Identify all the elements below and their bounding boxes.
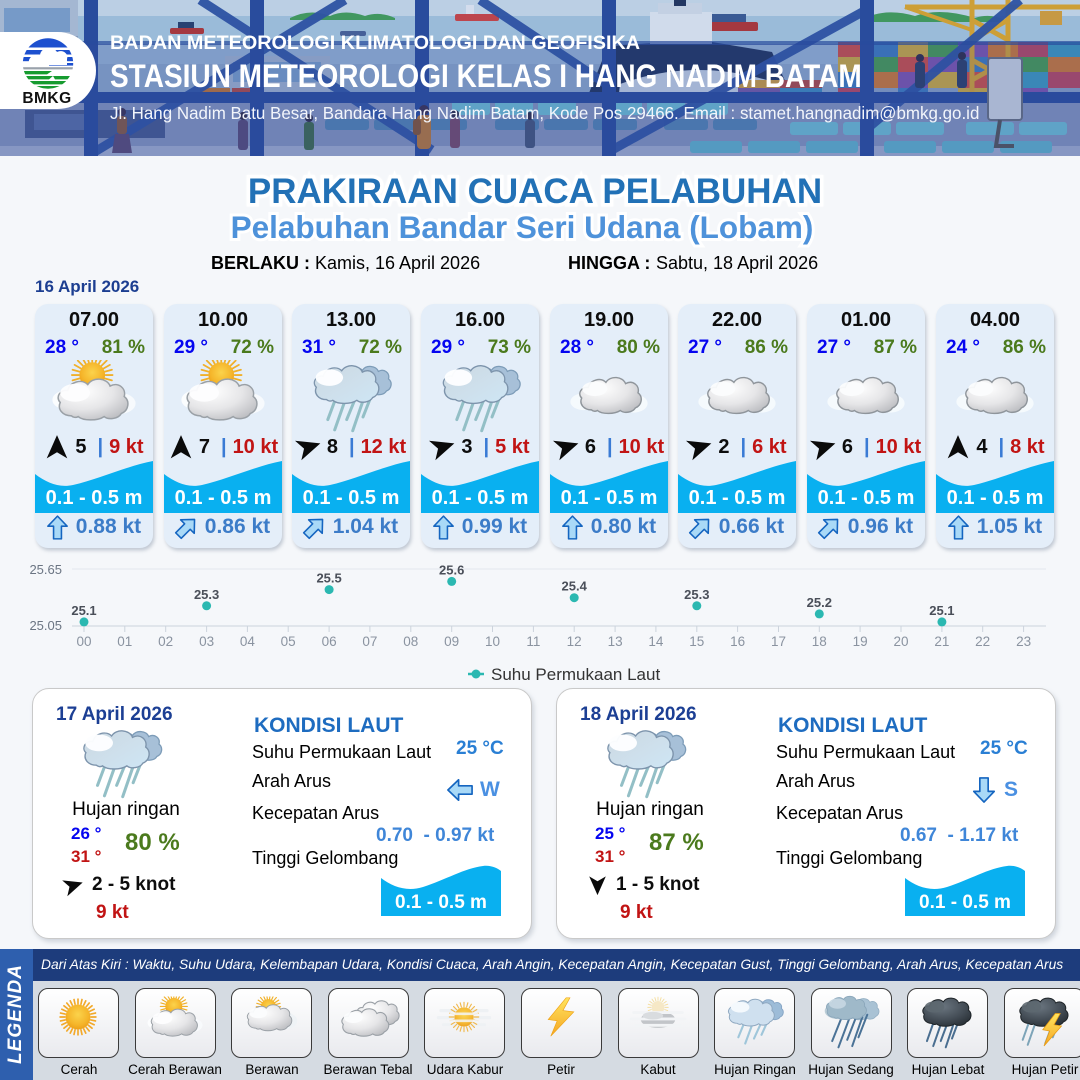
svg-text:25.4: 25.4 <box>562 579 588 594</box>
svg-text:25.3: 25.3 <box>684 587 709 602</box>
svg-text:00: 00 <box>76 634 91 649</box>
svg-text:25.3: 25.3 <box>194 587 219 602</box>
svg-text:15: 15 <box>689 634 704 649</box>
svg-text:14: 14 <box>648 634 664 649</box>
svg-text:Pelabuhan Bandar Seri Udana (L: Pelabuhan Bandar Seri Udana (Lobam) <box>231 209 814 245</box>
svg-text:18: 18 <box>812 634 827 649</box>
svg-text:21: 21 <box>934 634 949 649</box>
svg-text:19: 19 <box>853 634 868 649</box>
svg-text:25.2: 25.2 <box>807 595 832 610</box>
svg-text:PRAKIRAAN CUACA PELABUHAN: PRAKIRAAN CUACA PELABUHAN <box>248 172 822 211</box>
svg-text:25.1: 25.1 <box>929 603 954 618</box>
svg-text:25.1: 25.1 <box>71 603 96 618</box>
svg-text:25.05: 25.05 <box>29 618 62 633</box>
svg-text:10: 10 <box>485 634 500 649</box>
svg-text:11: 11 <box>526 634 540 649</box>
svg-text:13: 13 <box>608 634 623 649</box>
svg-text:17: 17 <box>771 634 786 649</box>
svg-text:04: 04 <box>240 634 256 649</box>
svg-text:07: 07 <box>362 634 377 649</box>
svg-text:08: 08 <box>403 634 418 649</box>
svg-text:03: 03 <box>199 634 214 649</box>
svg-text:02: 02 <box>158 634 173 649</box>
svg-text:16: 16 <box>730 634 745 649</box>
svg-text:25.65: 25.65 <box>29 562 62 577</box>
svg-text:05: 05 <box>281 634 296 649</box>
svg-text:25.6: 25.6 <box>439 562 464 577</box>
svg-text:22: 22 <box>975 634 990 649</box>
svg-text:25.5: 25.5 <box>316 571 341 586</box>
svg-text:12: 12 <box>567 634 582 649</box>
svg-text:20: 20 <box>893 634 908 649</box>
svg-text:01: 01 <box>117 634 132 649</box>
svg-text:23: 23 <box>1016 634 1031 649</box>
svg-text:09: 09 <box>444 634 459 649</box>
svg-text:06: 06 <box>322 634 337 649</box>
svg-text:Suhu Permukaan Laut: Suhu Permukaan Laut <box>491 665 660 684</box>
